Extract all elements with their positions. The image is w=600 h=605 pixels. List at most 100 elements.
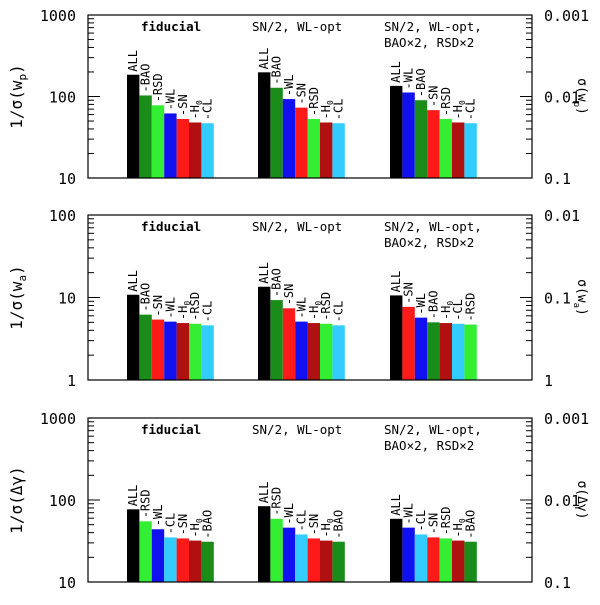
bar-label-bao: -BAO (270, 268, 284, 297)
bar-label-cl: -CL (451, 299, 465, 321)
bar-all (127, 74, 140, 178)
y-axis-label: 1/σ(Δγ) (7, 466, 26, 533)
bar-bao (464, 541, 477, 582)
bar-all (390, 518, 403, 582)
bar-sn (427, 537, 440, 582)
bar-h0 (320, 122, 333, 178)
bar-rsd (320, 323, 333, 380)
bar-label-rsd: -RSD (139, 489, 153, 518)
bar-label-h0: -H0 (451, 100, 467, 119)
group-title: BAO×2, RSD×2 (384, 438, 474, 453)
bar-bao (270, 300, 283, 380)
group-title: SN/2, WL-opt, (384, 219, 482, 234)
bar-all (258, 286, 271, 380)
bar-label-h0: -H0 (319, 518, 335, 537)
y-tick-label: 1000 (40, 410, 76, 428)
bar-group: ALL-BAO-SN-WL-H0-RSD-CL fiducial (126, 219, 215, 380)
bar-label-cl: -CL (294, 510, 308, 532)
bar-bao (139, 314, 152, 380)
bar-label-rsd: -RSD (439, 87, 453, 116)
bar-wl (151, 529, 165, 582)
bar-label-wl: -WL (163, 89, 177, 111)
bar-label-all: ALL (389, 271, 403, 293)
bar-rsd (307, 118, 320, 178)
y2-tick-label: 0.01 (544, 207, 580, 225)
bar-label-wl: -WL (402, 68, 416, 90)
bar-label-cl: -CL (464, 99, 478, 121)
bar-label-wl: -WL (151, 505, 165, 527)
bar-label-sn: -SN (176, 514, 190, 536)
group-title: SN/2, WL-opt, (384, 422, 482, 437)
y-tick-label: 100 (49, 492, 76, 510)
bar-label-sn: -SN (151, 295, 165, 317)
bar-all (390, 85, 403, 178)
bar-rsd (270, 518, 283, 582)
bar-label-all: ALL (126, 270, 140, 292)
bar-label-bao: -BAO (332, 510, 346, 539)
bar-h0 (189, 540, 202, 582)
bar-rsd (439, 118, 452, 178)
bar-cl (332, 325, 345, 380)
y2-axis-label: σ(Δγ) (574, 480, 589, 519)
bar-label-all: ALL (126, 50, 140, 72)
bar-h0 (452, 122, 465, 178)
bar-cl (201, 325, 214, 380)
panel-2: ALL-BAO-SN-WL-H0-RSD-CLfiducialALL-BAO-S… (7, 207, 589, 390)
bar-cl (164, 537, 177, 582)
y2-tick-label: 0.001 (544, 410, 589, 428)
bar-label-h0: -H0 (176, 301, 192, 320)
bar-label-rsd: -RSD (188, 292, 202, 321)
bar-bao (270, 87, 283, 178)
bar-group: ALL-BAO-SN-WL-H0-RSD-CL SN/2, WL-opt (252, 219, 346, 380)
bar-bao (427, 322, 440, 380)
bar-label-rsd: -RSD (464, 293, 478, 322)
y2-tick-label: 0.01 (544, 89, 580, 107)
bar-label-all: ALL (389, 61, 403, 83)
bar-group: ALL-RSD-WL-CL-SN-H0-BAO SN/2, WL-opt (252, 422, 346, 582)
bar-wl (402, 527, 415, 582)
bar-h0 (439, 323, 452, 380)
bar-all (127, 294, 140, 380)
bar-label-wl: -WL (402, 503, 416, 525)
bar-label-cl: -CL (332, 301, 346, 323)
bar-wl (164, 113, 177, 178)
bar-all (258, 506, 271, 582)
bar-rsd (151, 105, 165, 178)
y2-tick-label: 0.001 (544, 7, 589, 25)
y-tick-label: 10 (58, 574, 76, 592)
bar-label-all: ALL (257, 262, 271, 284)
bar-label-h0: -H0 (188, 100, 204, 119)
bar-group: ALL-WL-CL-SN-RSD-H0-BAO SN/2, WL-opt,BAO×… (384, 422, 482, 582)
bar-label-cl: -CL (163, 513, 177, 535)
bar-cl (464, 123, 477, 178)
bar-bao (414, 100, 428, 178)
bar-label-rsd: -RSD (307, 87, 321, 116)
y-tick-label: 10 (58, 170, 76, 188)
y-tick-label: 1 (67, 372, 76, 390)
y2-axis-label: σ(wa) (571, 279, 589, 316)
bar-label-cl: -CL (332, 99, 346, 121)
bar-label-all: ALL (126, 485, 140, 507)
y-tick-label: 1000 (40, 7, 76, 25)
bar-label-sn: -SN (426, 513, 440, 535)
bar-label-sn: -SN (426, 85, 440, 107)
bar-wl (282, 527, 296, 582)
bar-label-cl: -CL (201, 99, 215, 121)
bar-label-wl: -WL (414, 293, 428, 315)
bar-all (258, 72, 271, 178)
bar-wl (414, 317, 428, 380)
bar-label-bao: -BAO (201, 510, 215, 539)
bar-label-h0: -H0 (319, 100, 335, 119)
bar-sn (151, 319, 165, 380)
y2-tick-label: 0.1 (544, 574, 571, 592)
y2-tick-label: 0.1 (544, 290, 571, 308)
bar-rsd (439, 538, 452, 582)
bar-label-sn: -SN (294, 83, 308, 105)
bar-sn (427, 110, 440, 178)
bar-rsd (139, 521, 152, 582)
bar-label-wl: -WL (294, 297, 308, 319)
bar-label-sn: -SN (402, 282, 416, 304)
bar-group: ALL-WL-BAO-SN-RSD-H0-CL SN/2, WL-opt,BAO×… (384, 19, 482, 178)
bar-all (390, 295, 403, 380)
